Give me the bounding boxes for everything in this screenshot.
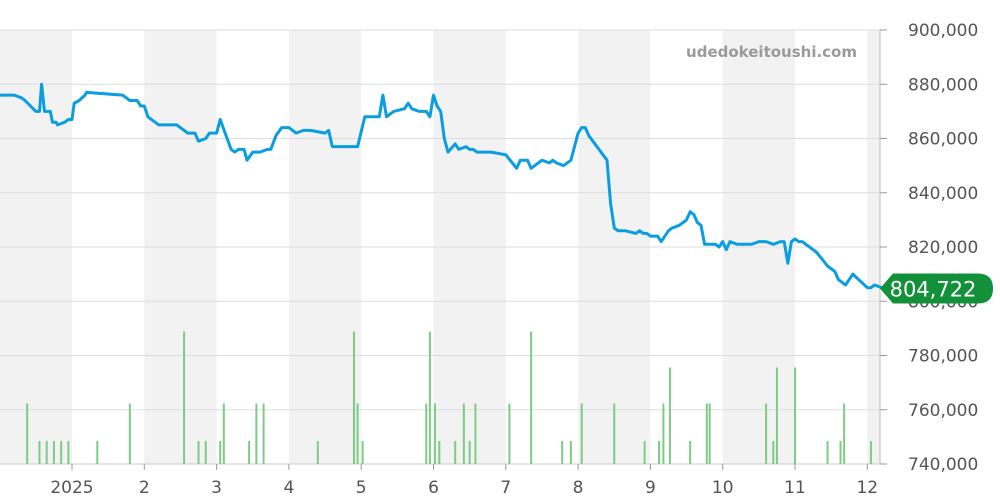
x-tick-label: 11 xyxy=(784,478,806,498)
price-line xyxy=(0,82,891,290)
volume-bar xyxy=(38,440,41,464)
volume-bar xyxy=(26,403,29,464)
volume-bar xyxy=(219,440,222,464)
y-tick-label: 840,000 xyxy=(908,184,978,204)
volume-bar xyxy=(462,403,465,464)
x-tick-label: 2025 xyxy=(50,478,93,498)
volume-bars xyxy=(26,331,872,464)
y-axis-ticks: 740,000760,000780,000800,000820,000840,0… xyxy=(880,21,978,475)
volume-bar xyxy=(425,403,428,464)
x-tick-label: 4 xyxy=(283,478,294,498)
volume-bar xyxy=(662,403,665,464)
volume-bar xyxy=(468,440,471,464)
y-tick-label: 820,000 xyxy=(908,238,978,258)
volume-bar xyxy=(580,403,583,464)
volume-bar xyxy=(843,403,846,464)
volume-bar xyxy=(705,403,708,464)
volume-bar xyxy=(45,440,48,464)
volume-bar xyxy=(508,403,511,464)
watermark-text: udedokeitoushi.com xyxy=(686,43,857,61)
price-series xyxy=(0,82,891,290)
x-tick-label: 6 xyxy=(428,478,439,498)
volume-bar xyxy=(255,403,258,464)
volume-bar xyxy=(869,440,872,464)
volume-bar xyxy=(248,440,251,464)
y-tick-label: 760,000 xyxy=(908,401,978,421)
x-tick-label: 2 xyxy=(139,478,150,498)
current-price-label: 804,722 xyxy=(890,277,977,301)
volume-bar xyxy=(643,440,646,464)
x-tick-label: 3 xyxy=(211,478,222,498)
y-tick-label: 740,000 xyxy=(908,455,978,475)
volume-bar xyxy=(668,367,671,464)
volume-bar xyxy=(197,440,200,464)
x-tick-label: 10 xyxy=(712,478,734,498)
volume-bar xyxy=(67,440,70,464)
y-tick-label: 880,000 xyxy=(908,75,978,95)
x-axis-ticks: 2025 2 3 4 5 6 7 8 9 10 11 12 xyxy=(50,464,878,498)
x-tick-label: 9 xyxy=(645,478,656,498)
volume-bar xyxy=(772,440,775,464)
volume-bar xyxy=(428,331,431,464)
volume-bar xyxy=(262,403,265,464)
volume-bar xyxy=(52,440,55,464)
volume-bar xyxy=(658,440,661,464)
volume-bar xyxy=(839,440,842,464)
volume-bar xyxy=(96,440,99,464)
x-tick-label: 8 xyxy=(573,478,584,498)
volume-bar xyxy=(708,403,711,464)
volume-bar xyxy=(433,403,436,464)
current-price-badge-shape xyxy=(880,273,993,304)
volume-bar xyxy=(183,331,186,464)
y-tick-label: 860,000 xyxy=(908,130,978,150)
volume-bar xyxy=(569,440,572,464)
current-price-badge: 804,722 xyxy=(880,273,993,304)
volume-bar xyxy=(826,440,829,464)
x-tick-label: 12 xyxy=(856,478,878,498)
volume-bar xyxy=(361,440,364,464)
volume-bar xyxy=(474,403,477,464)
x-tick-label: 7 xyxy=(500,478,511,498)
volume-bar xyxy=(765,403,768,464)
volume-bar xyxy=(222,403,225,464)
volume-bar xyxy=(613,403,616,464)
volume-bar xyxy=(204,440,207,464)
volume-bar xyxy=(454,440,457,464)
volume-bar xyxy=(128,403,131,464)
volume-bar xyxy=(352,331,355,464)
volume-bar xyxy=(794,367,796,464)
y-tick-label: 900,000 xyxy=(908,21,978,41)
volume-bar xyxy=(689,440,692,464)
volume-bar xyxy=(561,440,564,464)
volume-bar xyxy=(775,367,778,464)
y-tick-label: 780,000 xyxy=(908,347,978,367)
volume-bar xyxy=(60,440,63,464)
x-tick-label: 5 xyxy=(356,478,367,498)
volume-bar xyxy=(438,440,441,464)
volume-bar xyxy=(316,440,319,464)
volume-bar xyxy=(356,403,359,464)
volume-bar xyxy=(530,331,533,464)
